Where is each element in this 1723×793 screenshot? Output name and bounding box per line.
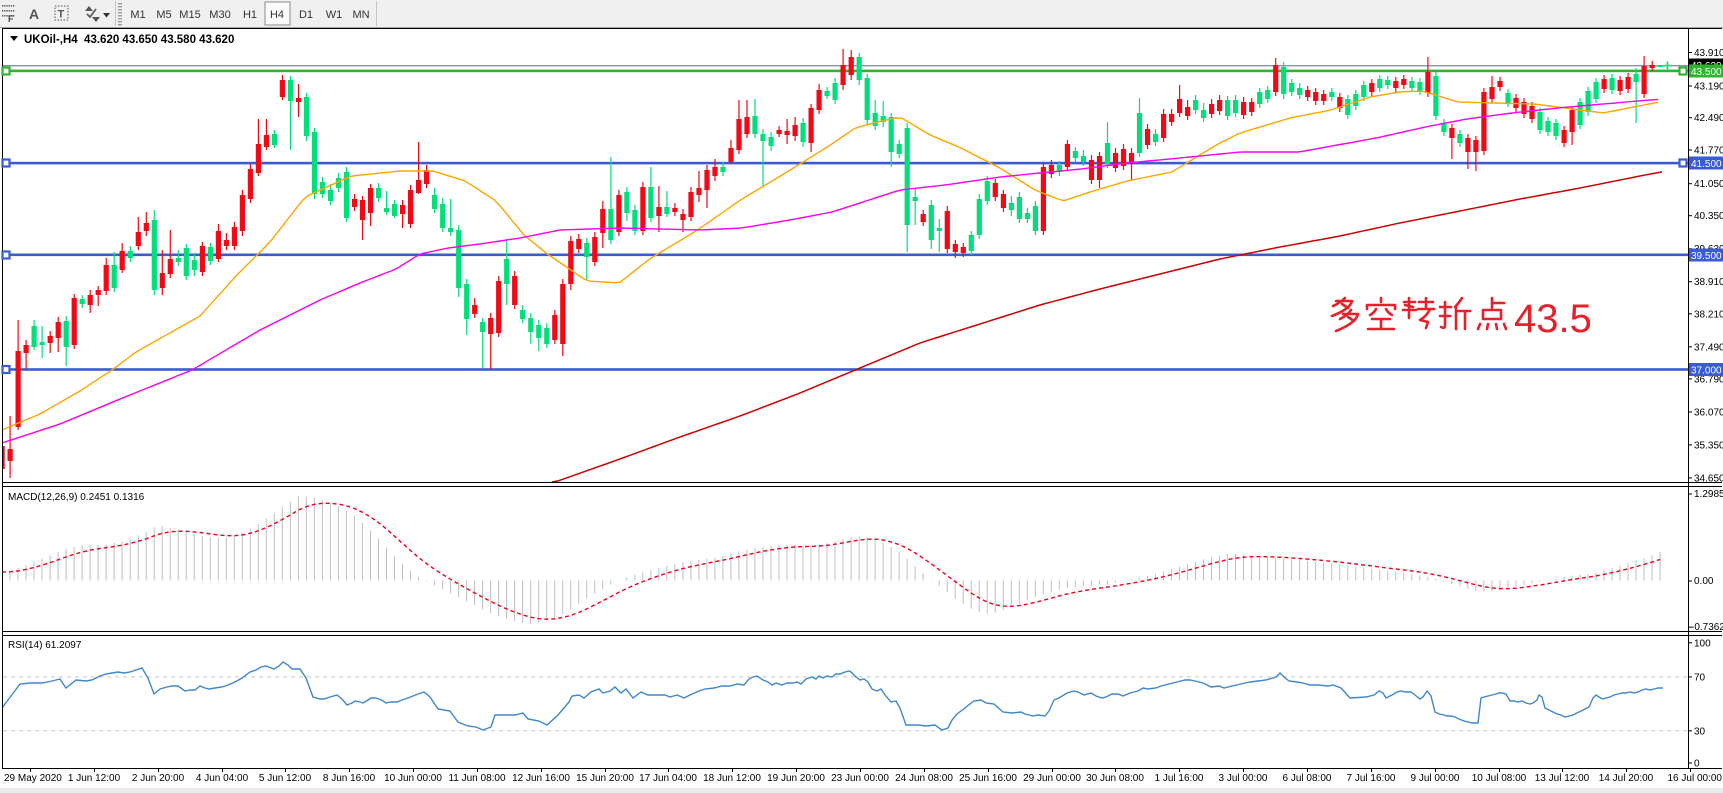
svg-text:34.650: 34.650 (1694, 473, 1723, 484)
svg-text:8 Jun 16:00: 8 Jun 16:00 (323, 773, 376, 784)
svg-text:100: 100 (1694, 638, 1711, 649)
svg-text:5 Jun 12:00: 5 Jun 12:00 (259, 773, 312, 784)
svg-text:36.070: 36.070 (1694, 407, 1723, 418)
svg-text:38.210: 38.210 (1694, 309, 1723, 320)
svg-text:M5: M5 (156, 9, 171, 21)
svg-text:17 Jun 04:00: 17 Jun 04:00 (639, 773, 697, 784)
svg-text:36.790: 36.790 (1694, 374, 1723, 385)
svg-text:40.350: 40.350 (1694, 211, 1723, 222)
svg-text:0: 0 (1694, 759, 1700, 770)
svg-text:D1: D1 (299, 9, 313, 21)
svg-text:1 Jun 12:00: 1 Jun 12:00 (68, 773, 121, 784)
svg-text:30: 30 (1694, 726, 1706, 737)
svg-text:H4: H4 (270, 9, 284, 21)
svg-text:1 Jul 16:00: 1 Jul 16:00 (1155, 773, 1204, 784)
svg-text:7 Jul 16:00: 7 Jul 16:00 (1347, 773, 1396, 784)
svg-text:19 Jun 20:00: 19 Jun 20:00 (767, 773, 825, 784)
svg-text:29 May 2020: 29 May 2020 (4, 773, 62, 784)
svg-text:37.000: 37.000 (1691, 365, 1722, 376)
svg-text:43.500: 43.500 (1691, 67, 1722, 78)
svg-text:0.00: 0.00 (1694, 576, 1714, 587)
svg-text:23 Jun 00:00: 23 Jun 00:00 (831, 773, 889, 784)
svg-text:4 Jun 04:00: 4 Jun 04:00 (196, 773, 249, 784)
svg-text:15 Jun 20:00: 15 Jun 20:00 (576, 773, 634, 784)
svg-text:43.5: 43.5 (1514, 297, 1592, 341)
svg-text:A: A (29, 6, 39, 22)
svg-text:38.910: 38.910 (1694, 277, 1723, 288)
svg-text:14 Jul 20:00: 14 Jul 20:00 (1599, 773, 1654, 784)
svg-text:10 Jul 08:00: 10 Jul 08:00 (1472, 773, 1527, 784)
svg-text:MN: MN (352, 9, 369, 21)
svg-text:29 Jun 00:00: 29 Jun 00:00 (1023, 773, 1081, 784)
svg-text:43.190: 43.190 (1694, 82, 1723, 93)
svg-text:M30: M30 (209, 9, 230, 21)
svg-text:39.500: 39.500 (1691, 251, 1722, 262)
svg-text:18 Jun 12:00: 18 Jun 12:00 (703, 773, 761, 784)
svg-text:11 Jun 08:00: 11 Jun 08:00 (448, 773, 506, 784)
svg-text:3 Jul 00:00: 3 Jul 00:00 (1219, 773, 1268, 784)
svg-text:16 Jul 00:00: 16 Jul 00:00 (1668, 773, 1723, 784)
svg-text:6 Jul 08:00: 6 Jul 08:00 (1283, 773, 1332, 784)
svg-text:-0.7362: -0.7362 (1691, 622, 1723, 633)
svg-text:35.350: 35.350 (1694, 440, 1723, 451)
svg-text:41.770: 41.770 (1694, 146, 1723, 157)
svg-text:RSI(14) 61.2097: RSI(14) 61.2097 (8, 640, 82, 651)
svg-text:25 Jun 16:00: 25 Jun 16:00 (959, 773, 1017, 784)
svg-text:M15: M15 (179, 9, 200, 21)
svg-text:43.910: 43.910 (1694, 48, 1723, 59)
svg-text:UKOil-,H4 43.620 43.650 43.58: UKOil-,H4 43.620 43.650 43.580 43.620 (24, 34, 234, 46)
svg-text:H1: H1 (243, 9, 257, 21)
svg-text:70: 70 (1694, 672, 1706, 683)
svg-text:42.490: 42.490 (1694, 113, 1723, 124)
svg-text:41.050: 41.050 (1694, 179, 1723, 190)
svg-text:30 Jun 08:00: 30 Jun 08:00 (1086, 773, 1144, 784)
svg-text:1.2985: 1.2985 (1694, 489, 1723, 500)
svg-text:F: F (8, 14, 14, 24)
svg-text:T: T (58, 9, 65, 21)
svg-text:13 Jul 12:00: 13 Jul 12:00 (1535, 773, 1590, 784)
svg-text:24 Jun 08:00: 24 Jun 08:00 (895, 773, 953, 784)
svg-text:37.490: 37.490 (1694, 342, 1723, 353)
svg-text:41.500: 41.500 (1691, 159, 1722, 170)
svg-text:9 Jul 00:00: 9 Jul 00:00 (1411, 773, 1460, 784)
svg-text:MACD(12,26,9) 0.2451 0.1316: MACD(12,26,9) 0.2451 0.1316 (8, 492, 145, 503)
svg-text:10 Jun 00:00: 10 Jun 00:00 (384, 773, 442, 784)
svg-text:M1: M1 (130, 9, 145, 21)
svg-text:2 Jun 20:00: 2 Jun 20:00 (132, 773, 185, 784)
svg-text:12 Jun 16:00: 12 Jun 16:00 (512, 773, 570, 784)
svg-text:W1: W1 (326, 9, 343, 21)
